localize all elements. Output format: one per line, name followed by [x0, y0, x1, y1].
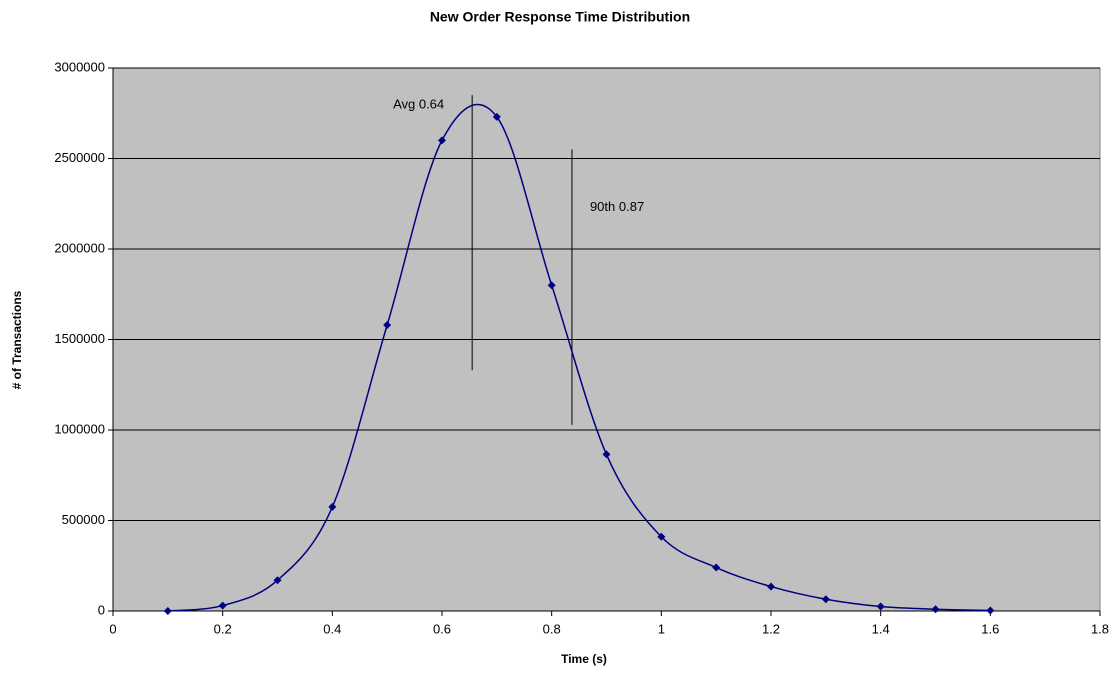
marker	[986, 606, 995, 615]
chart-title: New Order Response Time Distribution	[430, 9, 690, 25]
y-tick-label: 1500000	[54, 331, 105, 346]
x-tick-label: 1	[658, 621, 665, 636]
x-tick-label: 0.8	[543, 621, 561, 636]
marker	[876, 602, 885, 611]
y-tick-label: 3000000	[54, 59, 105, 74]
marker	[328, 502, 337, 511]
marker	[712, 563, 721, 572]
x-tick-label: 1.2	[762, 621, 780, 636]
y-tick-label: 2500000	[54, 150, 105, 165]
x-tick-label: 1.8	[1091, 621, 1109, 636]
x-tick-label: 1.6	[981, 621, 999, 636]
marker	[767, 582, 775, 591]
marker	[438, 136, 446, 145]
marker	[163, 607, 172, 615]
x-tick-label: 0.6	[433, 621, 451, 636]
x-tick-label: 0.4	[323, 621, 341, 636]
marker	[383, 321, 392, 330]
x-tick-label: 0	[109, 621, 116, 636]
y-tick-label: 500000	[62, 512, 105, 527]
marker	[931, 605, 940, 614]
annotation-text: 90th 0.87	[590, 199, 644, 214]
x-axis-label: Time (s)	[561, 652, 607, 666]
x-tick-label: 1.4	[872, 621, 890, 636]
marker	[492, 112, 501, 121]
marker	[657, 532, 666, 541]
x-tick-label: 0.2	[214, 621, 232, 636]
annotation-text: Avg 0.64	[393, 97, 444, 112]
marker	[273, 576, 282, 585]
y-tick-label: 0	[98, 602, 105, 617]
marker	[602, 450, 611, 459]
marker	[547, 281, 556, 290]
marker	[821, 595, 830, 604]
marker	[218, 601, 227, 610]
y-axis-label: # of Transactions	[10, 290, 24, 389]
y-tick-label: 1000000	[54, 421, 105, 436]
y-tick-label: 2000000	[54, 240, 105, 255]
